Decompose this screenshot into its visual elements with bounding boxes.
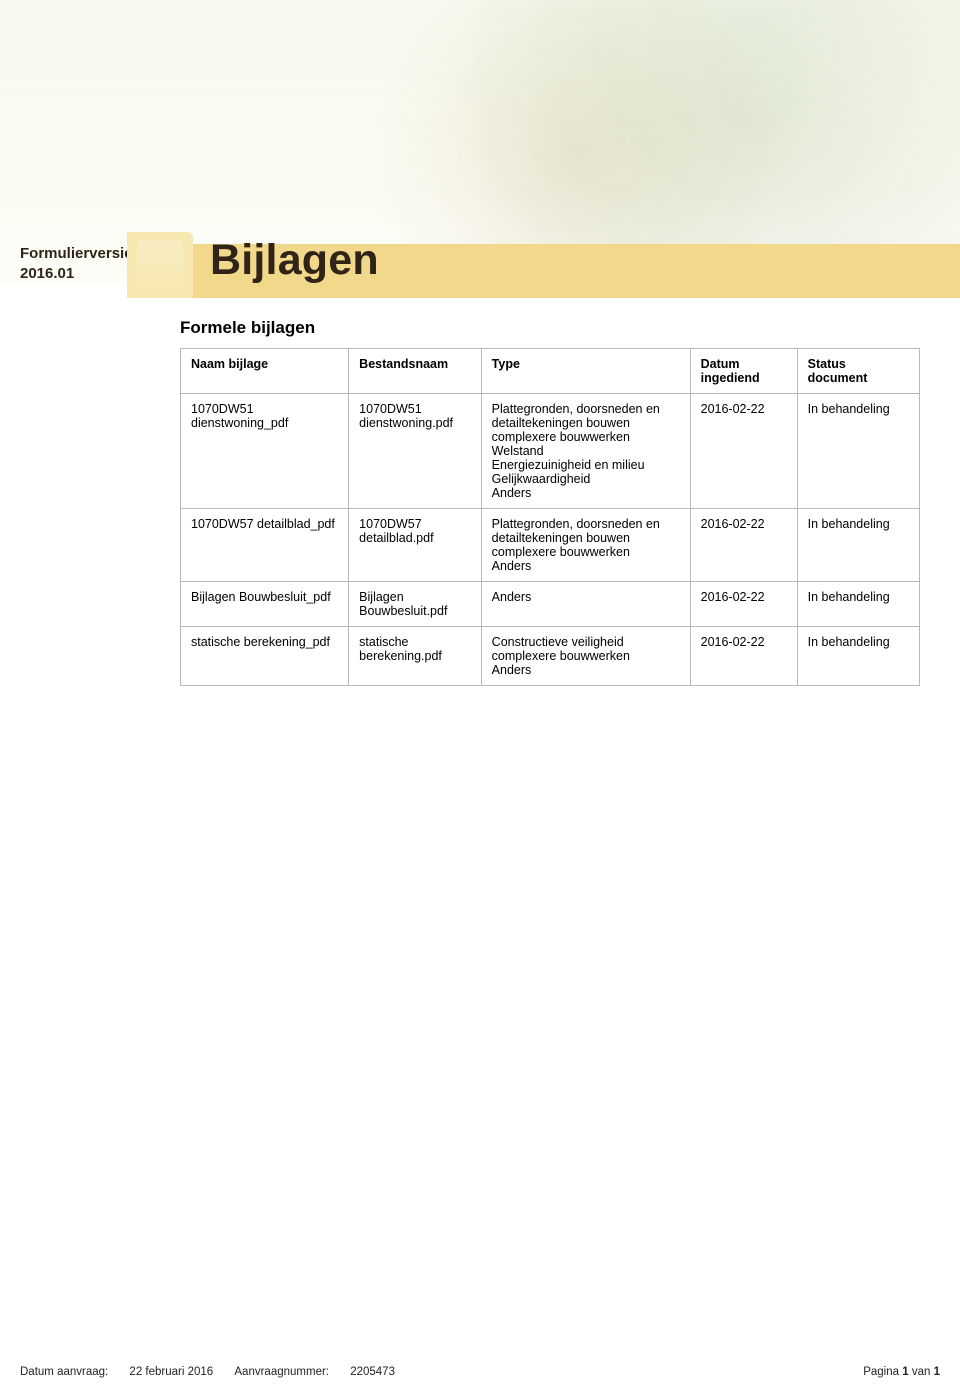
cell-file: 1070DW51 dienstwoning.pdf [349, 394, 482, 509]
col-header-name: Naam bijlage [181, 349, 349, 394]
table-row: 1070DW51 dienstwoning_pdf 1070DW51 diens… [181, 394, 920, 509]
footer-request-label: Aanvraagnummer: [234, 1366, 329, 1378]
footer-left: Datum aanvraag: 22 februari 2016 Aanvraa… [20, 1366, 395, 1378]
cell-name: 1070DW51 dienstwoning_pdf [181, 394, 349, 509]
form-version-label: Formulierversie [20, 245, 133, 262]
cell-date: 2016-02-22 [690, 582, 797, 627]
footer-date-value: 22 februari 2016 [129, 1366, 213, 1378]
cell-status: In behandeling [797, 582, 919, 627]
cell-date: 2016-02-22 [690, 509, 797, 582]
cell-file: statische berekening.pdf [349, 627, 482, 686]
footer-page-sep: van [912, 1366, 931, 1378]
cell-date: 2016-02-22 [690, 394, 797, 509]
cell-name: Bijlagen Bouwbesluit_pdf [181, 582, 349, 627]
table-row: statische berekening_pdf statische berek… [181, 627, 920, 686]
cell-type: Anders [481, 582, 690, 627]
col-header-date: Datum ingediend [690, 349, 797, 394]
col-header-file: Bestandsnaam [349, 349, 482, 394]
cell-file: 1070DW57 detailblad.pdf [349, 509, 482, 582]
form-version: Formulierversie 2016.01 [20, 244, 127, 285]
cell-type: Plattegronden, doorsneden en detailteken… [481, 394, 690, 509]
footer-date-label: Datum aanvraag: [20, 1366, 108, 1378]
section-title: Formele bijlagen [180, 318, 315, 338]
cell-date: 2016-02-22 [690, 627, 797, 686]
attachments-table: Naam bijlage Bestandsnaam Type Datum ing… [180, 348, 920, 686]
cell-status: In behandeling [797, 509, 919, 582]
page-footer: Datum aanvraag: 22 februari 2016 Aanvraa… [20, 1366, 940, 1378]
col-header-status: Status document [797, 349, 919, 394]
footer-page-prefix: Pagina [863, 1366, 899, 1378]
cell-name: statische berekening_pdf [181, 627, 349, 686]
footer-right: Pagina 1 van 1 [863, 1366, 940, 1378]
table-row: Bijlagen Bouwbesluit_pdf Bijlagen Bouwbe… [181, 582, 920, 627]
cell-type: Constructieve veiligheid complexere bouw… [481, 627, 690, 686]
form-version-value: 2016.01 [20, 265, 74, 282]
header-tab-decoration [127, 232, 193, 298]
table-header-row: Naam bijlage Bestandsnaam Type Datum ing… [181, 349, 920, 394]
page-title: Bijlagen [210, 236, 379, 285]
footer-page-total: 1 [934, 1366, 940, 1378]
col-header-type: Type [481, 349, 690, 394]
table-row: 1070DW57 detailblad_pdf 1070DW57 detailb… [181, 509, 920, 582]
cell-type: Plattegronden, doorsneden en detailteken… [481, 509, 690, 582]
cell-status: In behandeling [797, 627, 919, 686]
cell-name: 1070DW57 detailblad_pdf [181, 509, 349, 582]
cell-file: Bijlagen Bouwbesluit.pdf [349, 582, 482, 627]
footer-page-current: 1 [902, 1366, 908, 1378]
footer-request-value: 2205473 [350, 1366, 395, 1378]
cell-status: In behandeling [797, 394, 919, 509]
